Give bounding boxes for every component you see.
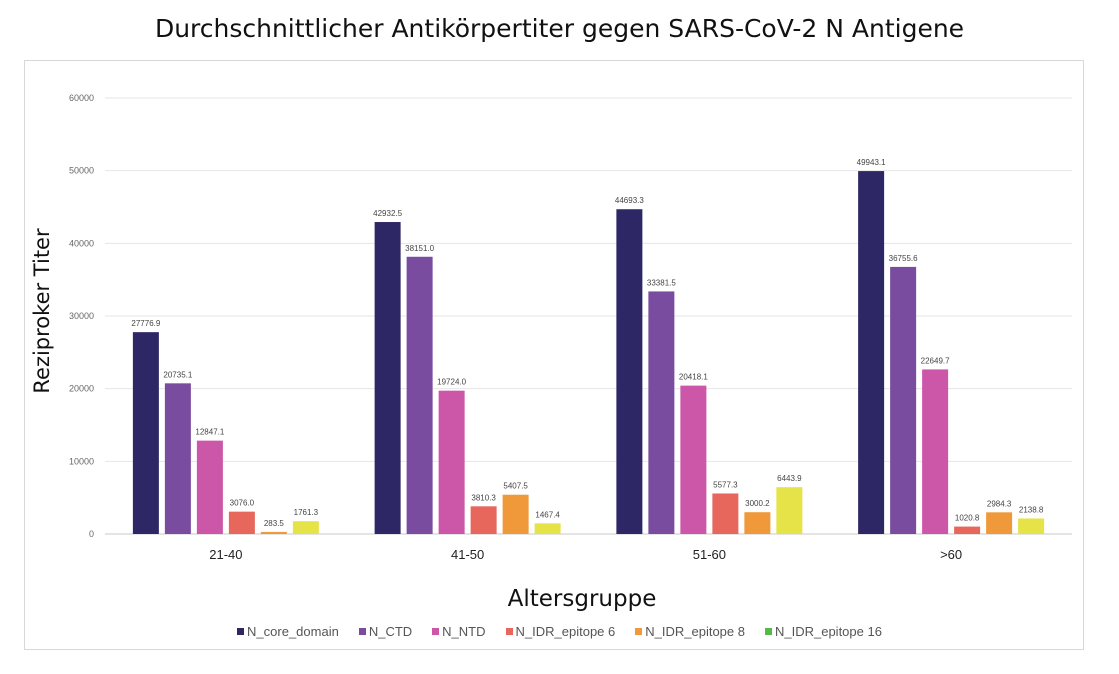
y-tick-label: 10000 bbox=[69, 456, 94, 466]
data-label: 49943.1 bbox=[857, 158, 886, 167]
bar bbox=[228, 511, 255, 534]
bar bbox=[922, 369, 949, 534]
bar bbox=[406, 256, 433, 534]
x-axis-label: Altersgruppe bbox=[507, 586, 657, 612]
legend-label: N_IDR_epitope 6 bbox=[515, 624, 616, 639]
data-label: 1020.8 bbox=[955, 514, 980, 523]
bar bbox=[712, 493, 739, 534]
y-tick-label: 60000 bbox=[69, 93, 94, 103]
bar bbox=[776, 487, 803, 534]
bar bbox=[744, 512, 771, 534]
bar bbox=[164, 383, 191, 534]
data-label: 2138.8 bbox=[1019, 505, 1044, 514]
data-label: 33381.5 bbox=[647, 278, 676, 287]
data-label: 42932.5 bbox=[373, 209, 402, 218]
legend-swatch bbox=[505, 628, 513, 635]
y-tick-label: 50000 bbox=[69, 166, 94, 176]
chart-frame bbox=[24, 60, 1084, 650]
bar bbox=[374, 222, 401, 534]
y-tick-label: 20000 bbox=[69, 384, 94, 394]
data-label: 6443.9 bbox=[777, 474, 802, 483]
data-label: 44693.3 bbox=[615, 196, 644, 205]
bar bbox=[858, 171, 885, 534]
x-tick-label: 41-50 bbox=[451, 547, 484, 562]
bar bbox=[648, 291, 675, 534]
data-label: 36755.6 bbox=[889, 254, 918, 263]
x-tick-label: >60 bbox=[940, 547, 962, 562]
bar bbox=[292, 521, 319, 534]
data-label: 3076.0 bbox=[230, 499, 255, 508]
data-label: 1467.4 bbox=[535, 510, 560, 519]
legend-item: N_IDR_epitope 6 bbox=[505, 624, 616, 639]
legend-label: N_NTD bbox=[442, 624, 486, 639]
legend-swatch bbox=[237, 628, 245, 635]
data-label: 1761.3 bbox=[294, 508, 319, 517]
legend-item: N_core_domain bbox=[237, 624, 339, 639]
bar bbox=[196, 440, 223, 534]
data-label: 38151.0 bbox=[405, 244, 434, 253]
legend-swatch bbox=[635, 628, 643, 635]
legend-swatch bbox=[764, 628, 772, 635]
bar bbox=[438, 390, 465, 534]
bar bbox=[470, 506, 497, 534]
data-label: 3000.2 bbox=[745, 499, 770, 508]
bar bbox=[260, 531, 287, 534]
data-label: 5407.5 bbox=[503, 482, 528, 491]
bar bbox=[534, 523, 561, 534]
y-tick-label: 40000 bbox=[69, 238, 94, 248]
y-tick-label: 0 bbox=[89, 529, 94, 539]
data-label: 5577.3 bbox=[713, 480, 738, 489]
data-label: 3810.3 bbox=[471, 493, 496, 502]
data-label: 19724.0 bbox=[437, 378, 466, 387]
y-tick-label: 30000 bbox=[69, 311, 94, 321]
data-label: 20418.1 bbox=[679, 373, 708, 382]
bar bbox=[680, 385, 707, 534]
chart-title: Durchschnittlicher Antikörpertiter gegen… bbox=[154, 14, 965, 43]
legend: N_core_domain N_CTD N_NTD N_IDR_epitope 6 N_… bbox=[0, 624, 1119, 639]
bar bbox=[502, 494, 529, 534]
data-label: 27776.9 bbox=[131, 319, 160, 328]
legend-label: N_core_domain bbox=[247, 624, 339, 639]
legend-label: N_IDR_epitope 16 bbox=[774, 624, 882, 639]
legend-swatch bbox=[432, 628, 440, 635]
data-label: 2984.3 bbox=[987, 499, 1012, 508]
legend-item: N_IDR_epitope 8 bbox=[635, 624, 745, 639]
bar bbox=[986, 512, 1013, 534]
x-tick-label: 51-60 bbox=[693, 547, 726, 562]
legend-swatch bbox=[358, 628, 366, 635]
bar bbox=[1018, 518, 1045, 534]
legend-label: N_CTD bbox=[368, 624, 413, 639]
legend-label: N_IDR_epitope 8 bbox=[645, 624, 745, 639]
legend-item: N_IDR_epitope 16 bbox=[764, 624, 882, 639]
bar bbox=[132, 332, 159, 534]
x-tick-label: 21-40 bbox=[209, 547, 242, 562]
bar bbox=[954, 526, 981, 534]
data-label: 283.5 bbox=[264, 519, 285, 528]
data-label: 22649.7 bbox=[921, 356, 950, 365]
legend-item: N_CTD bbox=[358, 624, 413, 639]
bar bbox=[890, 266, 917, 534]
bar bbox=[616, 209, 643, 534]
data-label: 12847.1 bbox=[195, 428, 224, 437]
legend-item: N_NTD bbox=[432, 624, 486, 639]
data-label: 20735.1 bbox=[163, 370, 192, 379]
